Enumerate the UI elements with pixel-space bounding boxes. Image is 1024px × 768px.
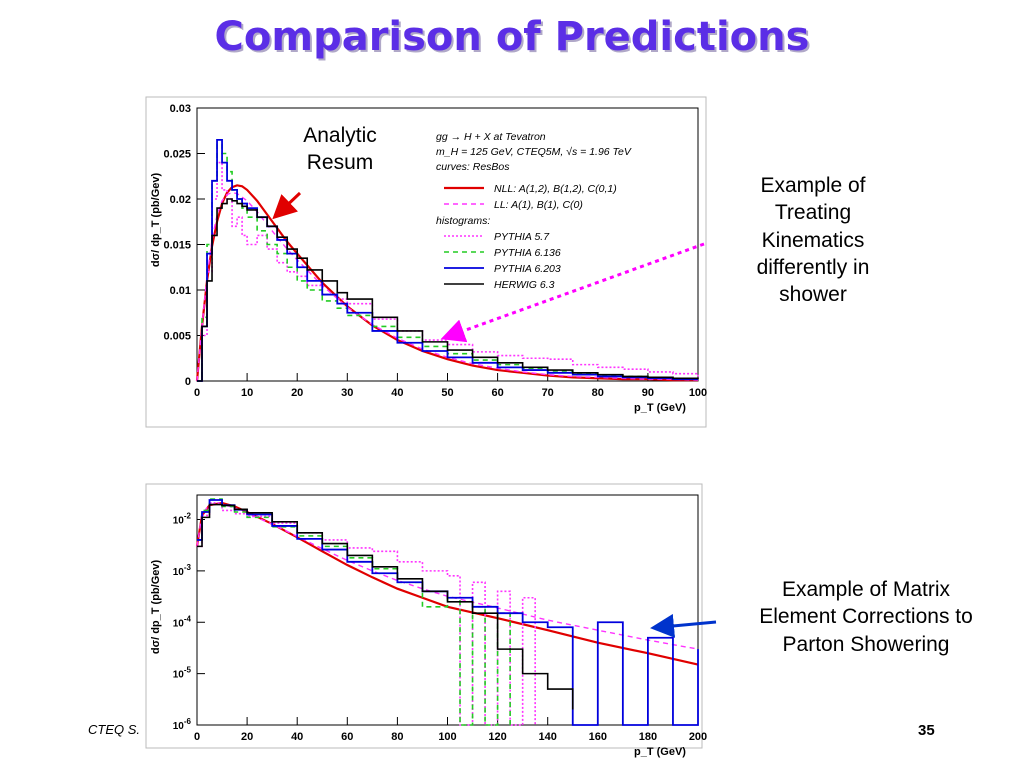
legend-entry-label: LL: A(1), B(1), C(0): [494, 199, 583, 211]
bottom-x-tick-label: 20: [241, 731, 253, 743]
top-y-tick-label: 0.025: [163, 149, 191, 161]
legend-header-line: gg → H + X at Tevatron: [436, 131, 546, 143]
bottom-y-axis-label: dσ/ dp_T (pb/Gev): [150, 560, 162, 655]
bottom-series-group: [195, 498, 699, 726]
bottom-series-herwig-6-3: [197, 503, 574, 710]
bottom-y-tick-label: 10-2: [173, 512, 192, 527]
footer-left-text: CTEQ S.: [88, 722, 141, 737]
bottom-y-tick-label: 10-5: [173, 666, 192, 681]
top-y-tick-label: 0.015: [163, 240, 191, 252]
top-x-axis-label: p_T (GeV): [634, 402, 686, 414]
top-series-pythia-6-203: [197, 138, 698, 382]
top-x-tick-label: 40: [391, 387, 403, 399]
page-number: 35: [918, 722, 935, 739]
slide-title: Comparison of Predictions: [214, 14, 810, 60]
bottom-x-axis-label: p_T (GeV): [634, 746, 686, 758]
bottom-x-tick-label: 140: [539, 731, 557, 743]
bottom-x-tick-label: 80: [391, 731, 403, 743]
bottom-y-tick-label: 10-4: [173, 614, 192, 629]
top-y-tick-label: 0.01: [170, 285, 191, 297]
top-legend: gg → H + X at Tevatron m_H = 125 GeV, CTE…: [436, 131, 632, 291]
legend-header-line: curves: ResBos: [436, 161, 510, 173]
legend-entry-label: NLL: A(1,2), B(1,2), C(0,1): [494, 183, 617, 195]
annotation-matrix-element: Example of Matrix Element Corrections to…: [759, 578, 973, 656]
annotation-kinematics: Example of Treating Kinematics different…: [756, 174, 870, 307]
top-axes: 0 10 20 30 40 50 60 70 80 90 100 0 0.005 0.01 0.015 0.0…: [150, 103, 707, 414]
top-y-tick-label: 0.03: [170, 103, 191, 115]
top-y-tick-label: 0: [185, 376, 191, 388]
arrow-analytic-resum: [272, 191, 302, 220]
legend-histograms-label: histograms:: [436, 215, 490, 227]
top-series-herwig-6-3: [197, 198, 699, 382]
top-x-tick-label: 0: [194, 387, 200, 399]
legend-header-line: m_H = 125 GeV, CTEQ5M, √s = 1.96 TeV: [436, 146, 632, 158]
bottom-x-tick-label: 180: [639, 731, 657, 743]
top-plot-frame: [145, 96, 707, 428]
bottom-axes: 0 20 40 60 80 100 120 140 160 180 200 10-2 10-3 10-4 1…: [150, 494, 707, 758]
bottom-x-tick-label: 40: [291, 731, 303, 743]
bottom-y-tick-label: 10-3: [173, 563, 192, 578]
bottom-plot-frame: [145, 483, 703, 749]
top-series-group: [195, 138, 699, 382]
top-x-tick-label: 90: [642, 387, 654, 399]
bottom-x-tick-label: 100: [438, 731, 456, 743]
top-x-tick-label: 50: [441, 387, 453, 399]
bottom-x-tick-label: 0: [194, 731, 200, 743]
legend-entry-label: PYTHIA 5.7: [494, 231, 550, 243]
bottom-x-tick-label: 200: [689, 731, 707, 743]
top-x-tick-label: 10: [241, 387, 253, 399]
top-x-tick-label: 60: [491, 387, 503, 399]
top-y-tick-label: 0.005: [163, 331, 191, 343]
bottom-x-tick-label: 60: [341, 731, 353, 743]
top-x-tick-label: 70: [542, 387, 554, 399]
arrow-matrix: [650, 613, 717, 638]
top-x-tick-label: 100: [689, 387, 707, 399]
top-x-tick-label: 30: [341, 387, 353, 399]
bottom-x-tick-label: 160: [589, 731, 607, 743]
top-x-tick-label: 20: [291, 387, 303, 399]
legend-entry-label: PYTHIA 6.203: [494, 263, 561, 275]
top-x-tick-label: 80: [592, 387, 604, 399]
top-series-nll: [195, 184, 698, 382]
annotation-analytic-resum: Analytic Resum: [303, 124, 377, 175]
bottom-x-tick-label: 120: [488, 731, 506, 743]
top-y-axis-label: dσ/ dp_T (pb/Gev): [150, 173, 162, 268]
legend-entry-label: HERWIG 6.3: [494, 279, 555, 291]
top-y-tick-label: 0.02: [170, 194, 191, 206]
bottom-y-tick-label: 10-6: [173, 717, 192, 732]
legend-entry-label: PYTHIA 6.136: [494, 247, 561, 259]
